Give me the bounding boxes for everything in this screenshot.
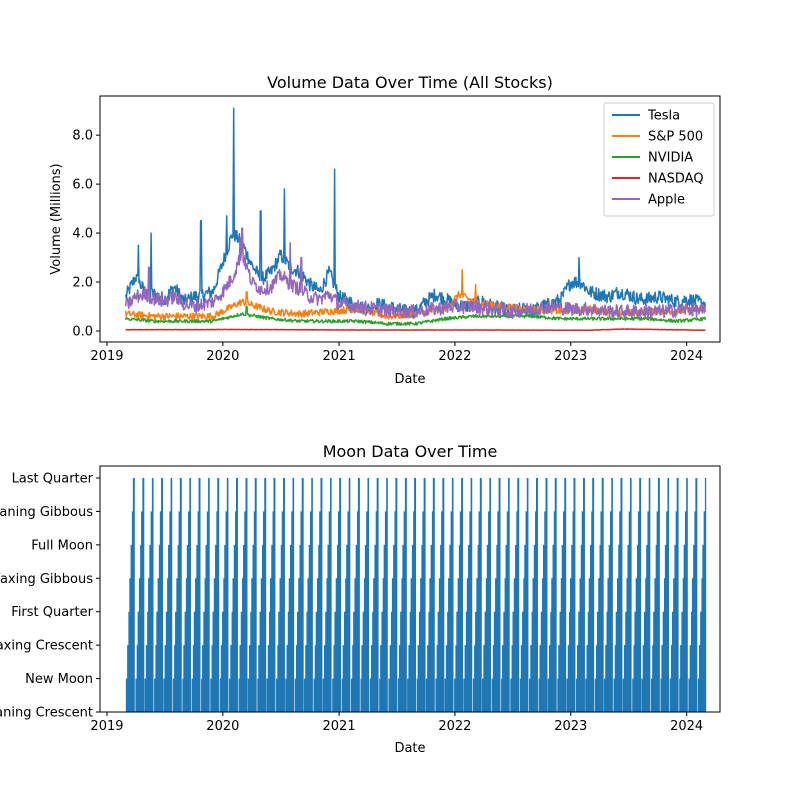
x-tick-label: 2024: [670, 349, 703, 364]
moon-phase-bars: [125, 478, 707, 712]
x-tick-label: 2020: [206, 719, 239, 734]
x-tick-label: 2019: [90, 719, 123, 734]
y-tick-label-waxing-crescent: Waxing Crescent: [0, 639, 93, 654]
moon-x-axis-label: Date: [394, 741, 425, 756]
y-tick-label-waning-crescent: Waning Crescent: [0, 706, 93, 721]
y-tick-label: 8.0: [72, 129, 93, 144]
x-tick-label: 2021: [323, 719, 356, 734]
x-tick-label: 2024: [670, 719, 703, 734]
y-tick-label: 6.0: [72, 178, 93, 193]
y-tick-label-first-quarter: First Quarter: [11, 605, 93, 620]
series-line-nvidia: [124, 305, 707, 326]
moon-plot-frame: [99, 465, 721, 713]
x-tick-label: 2022: [438, 719, 471, 734]
volume-x-ticks: 2019 2020 2021 2022 2023 2024: [90, 342, 703, 364]
volume-chart: Volume Data Over Time (All Stocks) 2019 2…: [49, 73, 721, 387]
y-tick-label-new-moon: New Moon: [25, 672, 93, 687]
volume-legend: Tesla S&P 500 NVIDIA NASDAQ Apple: [603, 102, 715, 217]
series-line-apple: [124, 227, 706, 319]
moon-chart: Moon Data Over Time 2019 2020 2021 2022 2023…: [0, 442, 721, 756]
moon-y-ticks: Waning Crescent New Moon Waxing Crescent Fi…: [0, 472, 100, 721]
y-tick-label: 2.0: [72, 276, 93, 291]
volume-plot-frame: [99, 95, 721, 343]
x-tick-label: 2023: [554, 719, 587, 734]
volume-y-axis-label: Volume (Millions): [49, 163, 64, 274]
series-line-tesla: [124, 107, 707, 319]
legend-label-nvidia: NVIDIA: [648, 151, 693, 166]
legend-label-s-p-500: S&P 500: [648, 130, 703, 145]
legend-box: [603, 102, 715, 217]
moon-chart-title: Moon Data Over Time: [323, 442, 498, 461]
series-line-nasdaq: [125, 328, 706, 332]
x-tick-label: 2021: [323, 349, 356, 364]
x-tick-label: 2023: [554, 349, 587, 364]
y-tick-label: 4.0: [72, 227, 93, 242]
volume-series-lines: [124, 107, 707, 332]
y-tick-label: 0.0: [72, 324, 93, 339]
volume-y-ticks: 0.0 2.0 4.0 6.0 8.0: [72, 129, 100, 339]
legend-label-apple: Apple: [648, 193, 685, 208]
volume-x-axis-label: Date: [394, 372, 425, 387]
moon-x-ticks: 2019 2020 2021 2022 2023 2024: [90, 712, 703, 734]
legend-label-tesla: Tesla: [647, 109, 680, 124]
moon-bars: [125, 478, 707, 712]
y-tick-label-waning-gibbous: Waning Gibbous: [0, 505, 93, 520]
y-tick-label-full-moon: Full Moon: [31, 538, 93, 553]
x-tick-label: 2022: [438, 349, 471, 364]
x-tick-label: 2019: [90, 349, 123, 364]
volume-chart-title: Volume Data Over Time (All Stocks): [267, 73, 553, 92]
y-tick-label-waxing-gibbous: Waxing Gibbous: [0, 572, 93, 587]
x-tick-label: 2020: [206, 349, 239, 364]
legend-label-nasdaq: NASDAQ: [648, 172, 704, 187]
y-tick-label-last-quarter: Last Quarter: [12, 472, 94, 487]
